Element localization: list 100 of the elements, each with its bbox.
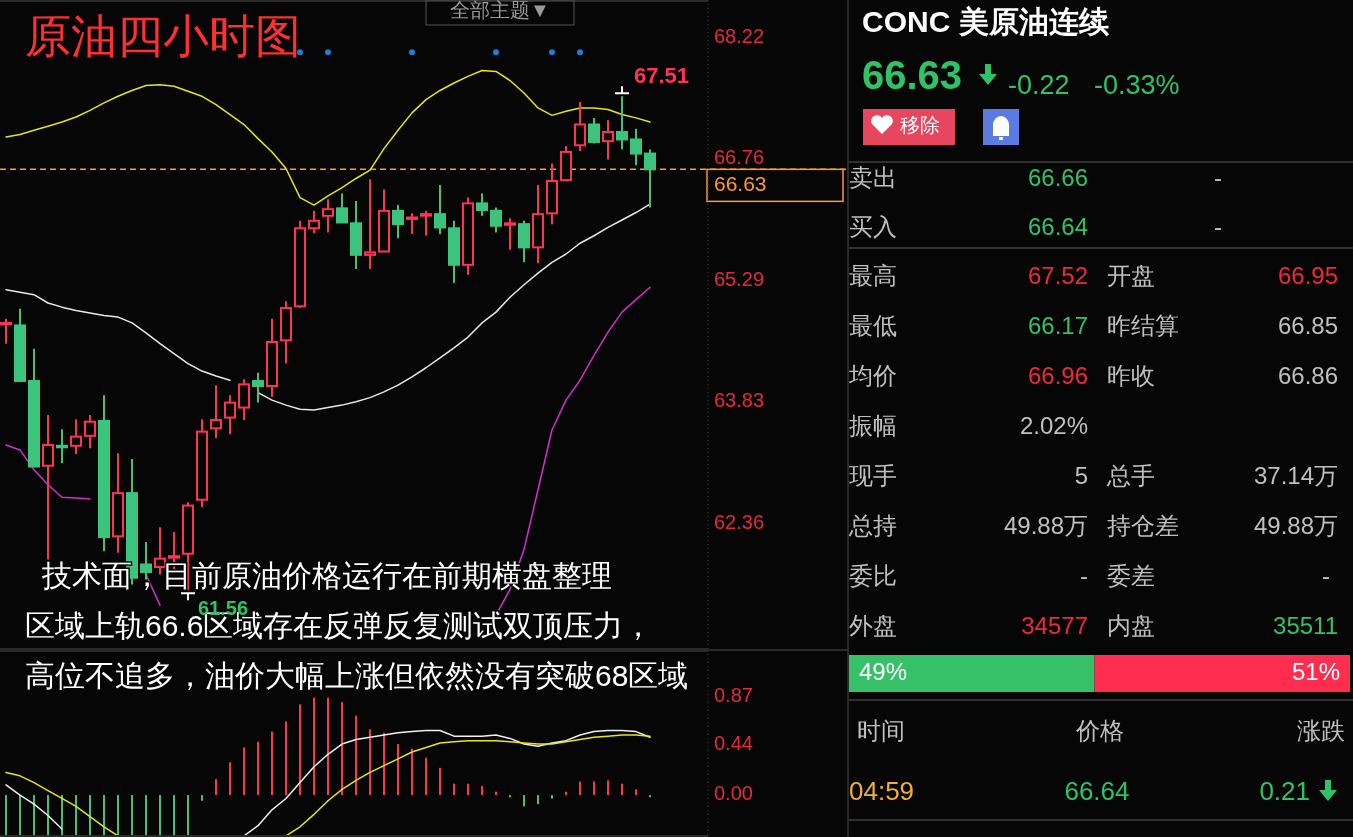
bar <box>453 783 455 796</box>
candlestick <box>0 317 12 345</box>
text: - <box>1214 213 1222 241</box>
text: 内盘 <box>1107 612 1155 640</box>
candlestick <box>420 209 432 237</box>
text: 66.95 <box>1277 262 1338 290</box>
bar <box>341 702 343 796</box>
candlestick <box>490 206 502 234</box>
text: -0.22 <box>1008 70 1070 101</box>
text: 66.63 <box>862 52 963 97</box>
text: 现手 <box>849 462 897 490</box>
data-label: 51% <box>1291 657 1340 685</box>
text: 振幅 <box>849 412 897 440</box>
bar <box>75 795 77 837</box>
text: 持仓差 <box>1107 512 1179 540</box>
bar <box>145 795 147 837</box>
text: 委比 <box>849 562 897 590</box>
bar <box>5 795 7 837</box>
y-tick-label: 0.87 <box>714 683 753 706</box>
bar <box>467 783 469 796</box>
bar <box>355 715 357 796</box>
bar <box>33 795 35 837</box>
candlestick <box>406 212 418 236</box>
bar <box>201 795 203 801</box>
text: 66.17 <box>1027 312 1088 340</box>
text: 37.14万 <box>1253 462 1338 490</box>
chart-title: 原油四小时图 <box>25 10 301 63</box>
bar <box>579 781 581 796</box>
bar <box>593 781 595 796</box>
bar <box>523 795 525 807</box>
y-tick-label: 63.83 <box>714 389 765 412</box>
bar <box>243 747 245 796</box>
text: 66.64 <box>1027 213 1088 241</box>
candlestick <box>336 192 348 224</box>
y-tick-label: 0.00 <box>714 782 753 805</box>
text: 67.52 <box>1027 262 1088 290</box>
bar <box>635 789 637 796</box>
data-label: 49% <box>859 657 908 685</box>
bar <box>285 721 287 796</box>
bar <box>47 795 49 837</box>
candlestick <box>602 119 614 161</box>
text: 66.64 <box>1064 775 1130 806</box>
text: 价格 <box>1075 717 1124 745</box>
candlestick <box>476 192 488 217</box>
text: 买入 <box>849 213 897 241</box>
candlestick <box>238 378 250 422</box>
candlestick <box>42 414 54 561</box>
text: 最高 <box>849 262 897 290</box>
text: 35511 <box>1273 612 1338 640</box>
candlestick <box>308 209 320 235</box>
bar <box>103 795 105 837</box>
annotation: 67.51 <box>634 63 690 89</box>
text: - <box>1214 164 1222 192</box>
bar <box>159 795 161 837</box>
text: 0.21 <box>1259 775 1310 806</box>
candlestick <box>56 428 68 465</box>
bar <box>19 795 21 837</box>
bar <box>299 704 301 796</box>
text: 时间 <box>857 717 905 745</box>
text: 开盘 <box>1107 262 1155 290</box>
bar <box>173 795 175 837</box>
candlestick <box>504 217 516 251</box>
text: -0.33% <box>1094 70 1180 101</box>
candlestick <box>84 414 96 450</box>
candlestick <box>392 204 404 240</box>
candlestick <box>70 418 82 456</box>
text: 移除 <box>900 114 940 137</box>
candlestick <box>224 394 236 436</box>
annotation: 全部主题▼ <box>450 0 550 22</box>
candlestick <box>574 101 586 153</box>
bar <box>411 748 413 796</box>
bar <box>369 729 371 796</box>
text: 49.88万 <box>1003 512 1088 540</box>
text: 66.66 <box>1027 164 1088 192</box>
text: 49.88万 <box>1253 512 1338 540</box>
ref-line-label: 66.63 <box>714 171 767 195</box>
candlestick <box>252 371 264 404</box>
text: 总手 <box>1106 462 1155 490</box>
y-tick-label: 62.36 <box>714 511 765 534</box>
bar <box>187 795 189 837</box>
bar <box>257 741 259 796</box>
bar <box>481 786 483 796</box>
text: 均价 <box>848 362 897 390</box>
text: CONC 美原油连续 <box>862 4 1109 38</box>
candlestick <box>140 541 152 581</box>
bar <box>215 779 217 796</box>
bar <box>89 795 91 837</box>
bar <box>229 762 231 796</box>
annotation: 高位不追多，油价大幅上涨但依然没有突破68区域 <box>25 658 689 692</box>
bar <box>621 783 623 796</box>
text: 34577 <box>1021 612 1088 640</box>
candlestick <box>210 384 222 440</box>
candlestick <box>630 127 642 167</box>
y-tick-label: 0.44 <box>714 732 753 755</box>
candlestick <box>364 178 376 270</box>
bar <box>439 767 441 796</box>
text: 04:59 <box>849 775 915 806</box>
text: 66.96 <box>1027 362 1088 390</box>
candlestick <box>434 184 446 236</box>
text: - <box>1322 562 1330 590</box>
